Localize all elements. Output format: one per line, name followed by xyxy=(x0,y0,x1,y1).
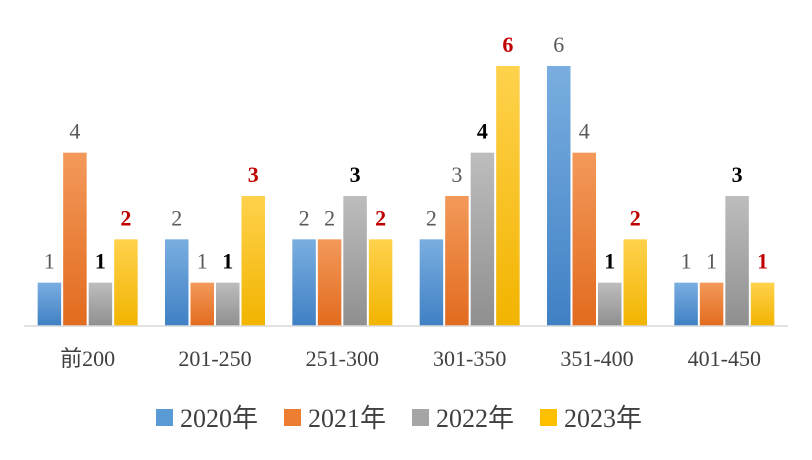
x-tick-label: 201-250 xyxy=(178,346,251,371)
bar-2021年-201-250 xyxy=(190,282,214,326)
legend-label-2020年: 2020年 xyxy=(180,404,258,433)
data-label-2023年-351-400: 2 xyxy=(630,205,641,230)
bar-2023年-301-350 xyxy=(496,66,520,326)
bar-2022年-301-350 xyxy=(470,152,495,326)
legend-label-2022年: 2022年 xyxy=(436,404,514,433)
data-label-2020年-301-350: 2 xyxy=(426,205,437,230)
bar-2023年-351-400 xyxy=(623,239,647,326)
bar-2021年-251-300 xyxy=(317,239,342,326)
bar-2020年-251-300 xyxy=(292,239,316,326)
bar-2021年-401-450 xyxy=(699,282,724,326)
bar-2022年-351-400 xyxy=(598,282,622,326)
bar-2020年-401-450 xyxy=(674,282,698,326)
x-tick-label: 251-300 xyxy=(306,346,379,371)
data-label-2022年-401-450: 3 xyxy=(732,162,743,187)
data-label-2020年-201-250: 2 xyxy=(171,205,182,230)
bar-2023年-201-250 xyxy=(241,196,265,326)
legend-swatch-2023年 xyxy=(540,409,557,426)
bar-2021年-351-400 xyxy=(572,152,596,326)
data-label-2020年-前200: 1 xyxy=(44,249,55,274)
x-tick-label: 301-350 xyxy=(433,346,506,371)
x-tick-label: 前200 xyxy=(60,346,115,371)
bar-2022年-401-450 xyxy=(725,196,749,326)
data-label-2021年-前200: 4 xyxy=(69,119,80,144)
data-label-2023年-301-350: 6 xyxy=(502,32,513,57)
bar-2020年-301-350 xyxy=(419,239,444,326)
bar-2020年-前200 xyxy=(37,282,62,326)
data-label-2023年-201-250: 3 xyxy=(248,162,259,187)
legend-swatch-2021年 xyxy=(284,409,301,426)
data-label-2022年-351-400: 1 xyxy=(604,249,615,274)
data-label-2021年-251-300: 2 xyxy=(324,205,335,230)
bar-2021年-301-350 xyxy=(445,196,469,326)
data-label-2023年-401-450: 1 xyxy=(757,249,768,274)
legend-swatch-2022年 xyxy=(412,409,429,426)
data-label-2023年-前200: 2 xyxy=(120,205,131,230)
legend-swatch-2020年 xyxy=(156,409,173,426)
data-label-2022年-前200: 1 xyxy=(95,249,106,274)
data-label-2021年-301-350: 3 xyxy=(451,162,462,187)
bar-2022年-251-300 xyxy=(343,196,367,326)
bar-2022年-201-250 xyxy=(216,282,240,326)
x-tick-label: 351-400 xyxy=(560,346,633,371)
bar-2020年-201-250 xyxy=(165,239,189,326)
bar-2023年-251-300 xyxy=(368,239,393,326)
bar-2023年-401-450 xyxy=(750,282,775,326)
data-label-2022年-251-300: 3 xyxy=(350,162,361,187)
bar-2020年-351-400 xyxy=(547,66,571,326)
bar-2023年-前200 xyxy=(114,239,138,326)
data-label-2020年-251-300: 2 xyxy=(299,205,310,230)
data-label-2021年-201-250: 1 xyxy=(197,249,208,274)
data-label-2020年-351-400: 6 xyxy=(553,32,564,57)
bar-2022年-前200 xyxy=(88,282,113,326)
data-label-2022年-301-350: 4 xyxy=(477,119,488,144)
data-label-2020年-401-450: 1 xyxy=(681,249,692,274)
legend-label-2021年: 2021年 xyxy=(308,404,386,433)
data-label-2022年-201-250: 1 xyxy=(222,249,233,274)
bar-2021年-前200 xyxy=(63,152,87,326)
data-label-2023年-251-300: 2 xyxy=(375,205,386,230)
legend-label-2023年: 2023年 xyxy=(564,404,642,433)
data-label-2021年-401-450: 1 xyxy=(706,249,717,274)
x-tick-label: 401-450 xyxy=(688,346,761,371)
data-label-2021年-351-400: 4 xyxy=(579,119,590,144)
